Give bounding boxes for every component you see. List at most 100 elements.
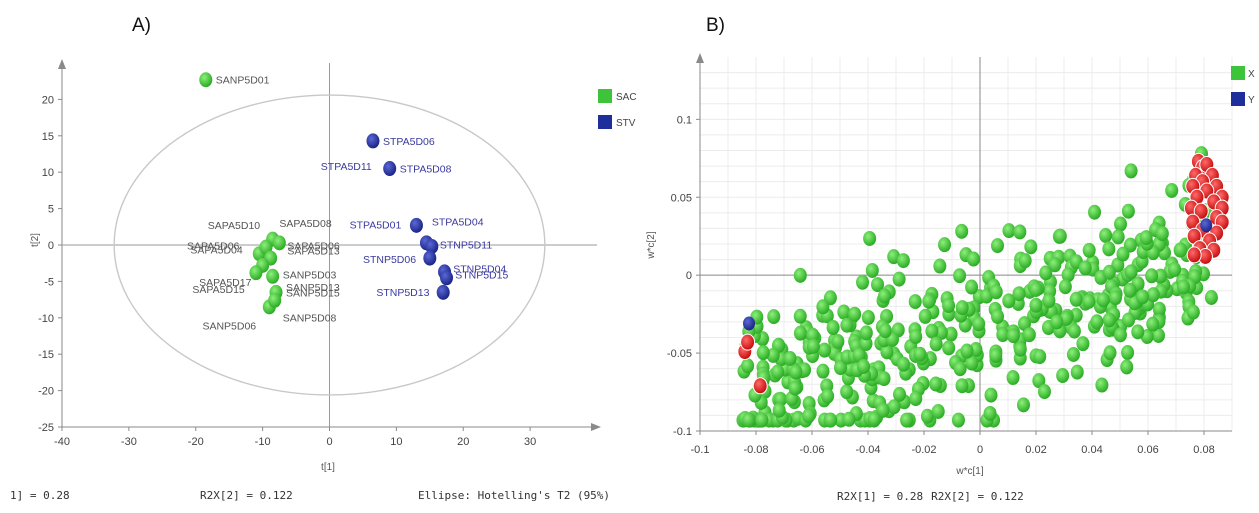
panel-b-point-x	[806, 327, 820, 343]
panel-b-point-x	[953, 361, 967, 377]
panel-a-point-sac	[268, 292, 282, 308]
panel-b-point-x	[967, 251, 981, 267]
panel-b-point-x	[991, 308, 1005, 324]
panel-b-legend-swatch-x	[1231, 66, 1245, 80]
panel-b-y-tick-label: 0.05	[671, 192, 692, 204]
panel-a-point-label: SANP5D08	[283, 312, 337, 324]
panel-a-legend-label-sac: SAC	[616, 92, 637, 103]
panel-b-point-x	[1058, 279, 1072, 295]
panel-b-point-x	[1204, 289, 1218, 305]
panel-b-legend: XY	[1231, 66, 1255, 106]
panel-b-point-x	[871, 277, 885, 293]
panel-b-y-tick-label: -0.05	[667, 348, 692, 360]
panel-b-x-tick-label: 0.06	[1137, 444, 1158, 456]
panel-a-footer-r2x1: 1] = 0.28	[10, 489, 70, 502]
panel-b-point-x	[863, 230, 877, 246]
panel-b-point-x	[1022, 327, 1036, 343]
panel-b-point-x	[1174, 242, 1188, 258]
panel-a-x-tick-label: -20	[188, 436, 204, 448]
panel-b-point-x	[989, 284, 1003, 300]
panel-b-point-x	[951, 412, 965, 428]
panel-b-point-x	[1016, 397, 1030, 413]
panel-b-point-x	[1146, 287, 1160, 303]
panel-b-point-x	[840, 384, 854, 400]
panel-b-point-x	[938, 237, 952, 253]
panel-a-y-tick-label: 15	[42, 131, 54, 143]
panel-b-legend-label-y: Y	[1248, 95, 1255, 106]
panel-b-point-x	[983, 405, 997, 421]
panel-b-point-highlight	[1194, 203, 1208, 219]
panel-b-point-x	[892, 271, 906, 287]
panel-a-point-sac	[266, 268, 280, 284]
panel-b-point-x	[942, 340, 956, 356]
panel-b-point-x	[1056, 368, 1070, 384]
panel-b-point-x	[766, 347, 780, 363]
panel-b-point-x	[857, 358, 871, 374]
panel-a-x-tick-label: -40	[54, 436, 70, 448]
panel-a-legend-swatch-sac	[598, 89, 612, 103]
panel-a-point-label: STPA5D01	[350, 219, 402, 231]
panel-b-point-x	[1114, 216, 1128, 232]
panel-b-point-x	[771, 364, 785, 380]
panel-a-y-axis-label: t[2]	[30, 233, 41, 247]
panel-b-point-x	[960, 343, 974, 359]
panel-a-y-tick-label: 20	[42, 94, 54, 106]
panel-b-x-tick-label: -0.1	[691, 444, 710, 456]
panel-a-point-stv	[436, 284, 450, 300]
panel-a-y-tick-label: 10	[42, 167, 54, 179]
panel-b-point-x	[1029, 281, 1043, 297]
panel-b-point-x	[824, 412, 838, 428]
panel-b-point-x	[1116, 246, 1130, 262]
panel-a-x-tick-label: 20	[457, 436, 469, 448]
panel-b-point-x	[783, 350, 797, 366]
panel-a-point-label: SAPA5D08	[279, 218, 331, 230]
panel-b-point-x	[755, 412, 769, 428]
panel-b-point-x	[842, 411, 856, 427]
panel-a-point-label: SAPA5D17	[199, 277, 251, 289]
panel-b-point-x	[837, 304, 851, 320]
panel-b-y-tick-label: -0.1	[673, 426, 692, 438]
panel-b-point-x	[821, 388, 835, 404]
panel-a-point-label: SAPA5D15	[192, 284, 244, 296]
panel-b-point-x	[793, 267, 807, 283]
panel-a-point-label: SANP5D15	[286, 288, 340, 300]
panel-a-point-stv	[366, 133, 380, 149]
panel-b-y-axis-label: w*c[2]	[646, 231, 657, 259]
panel-a-point-stv	[409, 217, 423, 233]
panel-a-y-arrow	[58, 59, 66, 69]
panel-b-point-x	[1032, 373, 1046, 389]
panel-a-x-tick-label: 10	[390, 436, 402, 448]
panel-b-point-x	[793, 308, 807, 324]
panel-b-point-x	[908, 294, 922, 310]
panel-b-point-x	[925, 323, 939, 339]
panel-b-point-x	[848, 306, 862, 322]
panel-b-point-x	[741, 358, 755, 374]
panel-b-y-arrow	[696, 53, 704, 63]
panel-b-point-x	[1177, 279, 1191, 295]
panel-b-point-x	[831, 334, 845, 350]
panel-a-point-label: SAPA5D13	[287, 245, 339, 257]
panel-b-footer-r2x1: R2X[1] = 0.28	[837, 490, 923, 503]
panel-a-point-sac	[249, 265, 263, 281]
panel-b-point-x	[1113, 327, 1127, 343]
panel-b-point-x	[1078, 260, 1092, 276]
panel-b-x-tick-label: 0	[977, 444, 983, 456]
panel-b-point-x	[1017, 316, 1031, 332]
panel-b-point-x	[942, 298, 956, 314]
panel-b-point-x	[922, 293, 936, 309]
panel-b-point-x	[955, 378, 969, 394]
panel-b-point-x	[955, 300, 969, 316]
panel-b-legend-swatch-y	[1231, 92, 1245, 106]
panel-a-legend: SAC STV	[598, 89, 637, 129]
panel-b-point-y	[1200, 218, 1213, 233]
panel-a-point-label: STPA5D06	[383, 136, 435, 148]
panel-b-point-x	[893, 386, 907, 402]
panel-b-point-x	[1039, 265, 1053, 281]
panel-a-x-tick-label: 0	[326, 436, 332, 448]
panel-a-y-tick-label: -15	[38, 349, 54, 361]
panel-a-point-label: STPA5D08	[400, 164, 452, 176]
panel-b-x-tick-label: -0.02	[911, 444, 936, 456]
panel-a-point-label: SAPA5D06	[287, 240, 339, 252]
panel-a-point-label: STNP5D06	[363, 254, 416, 266]
